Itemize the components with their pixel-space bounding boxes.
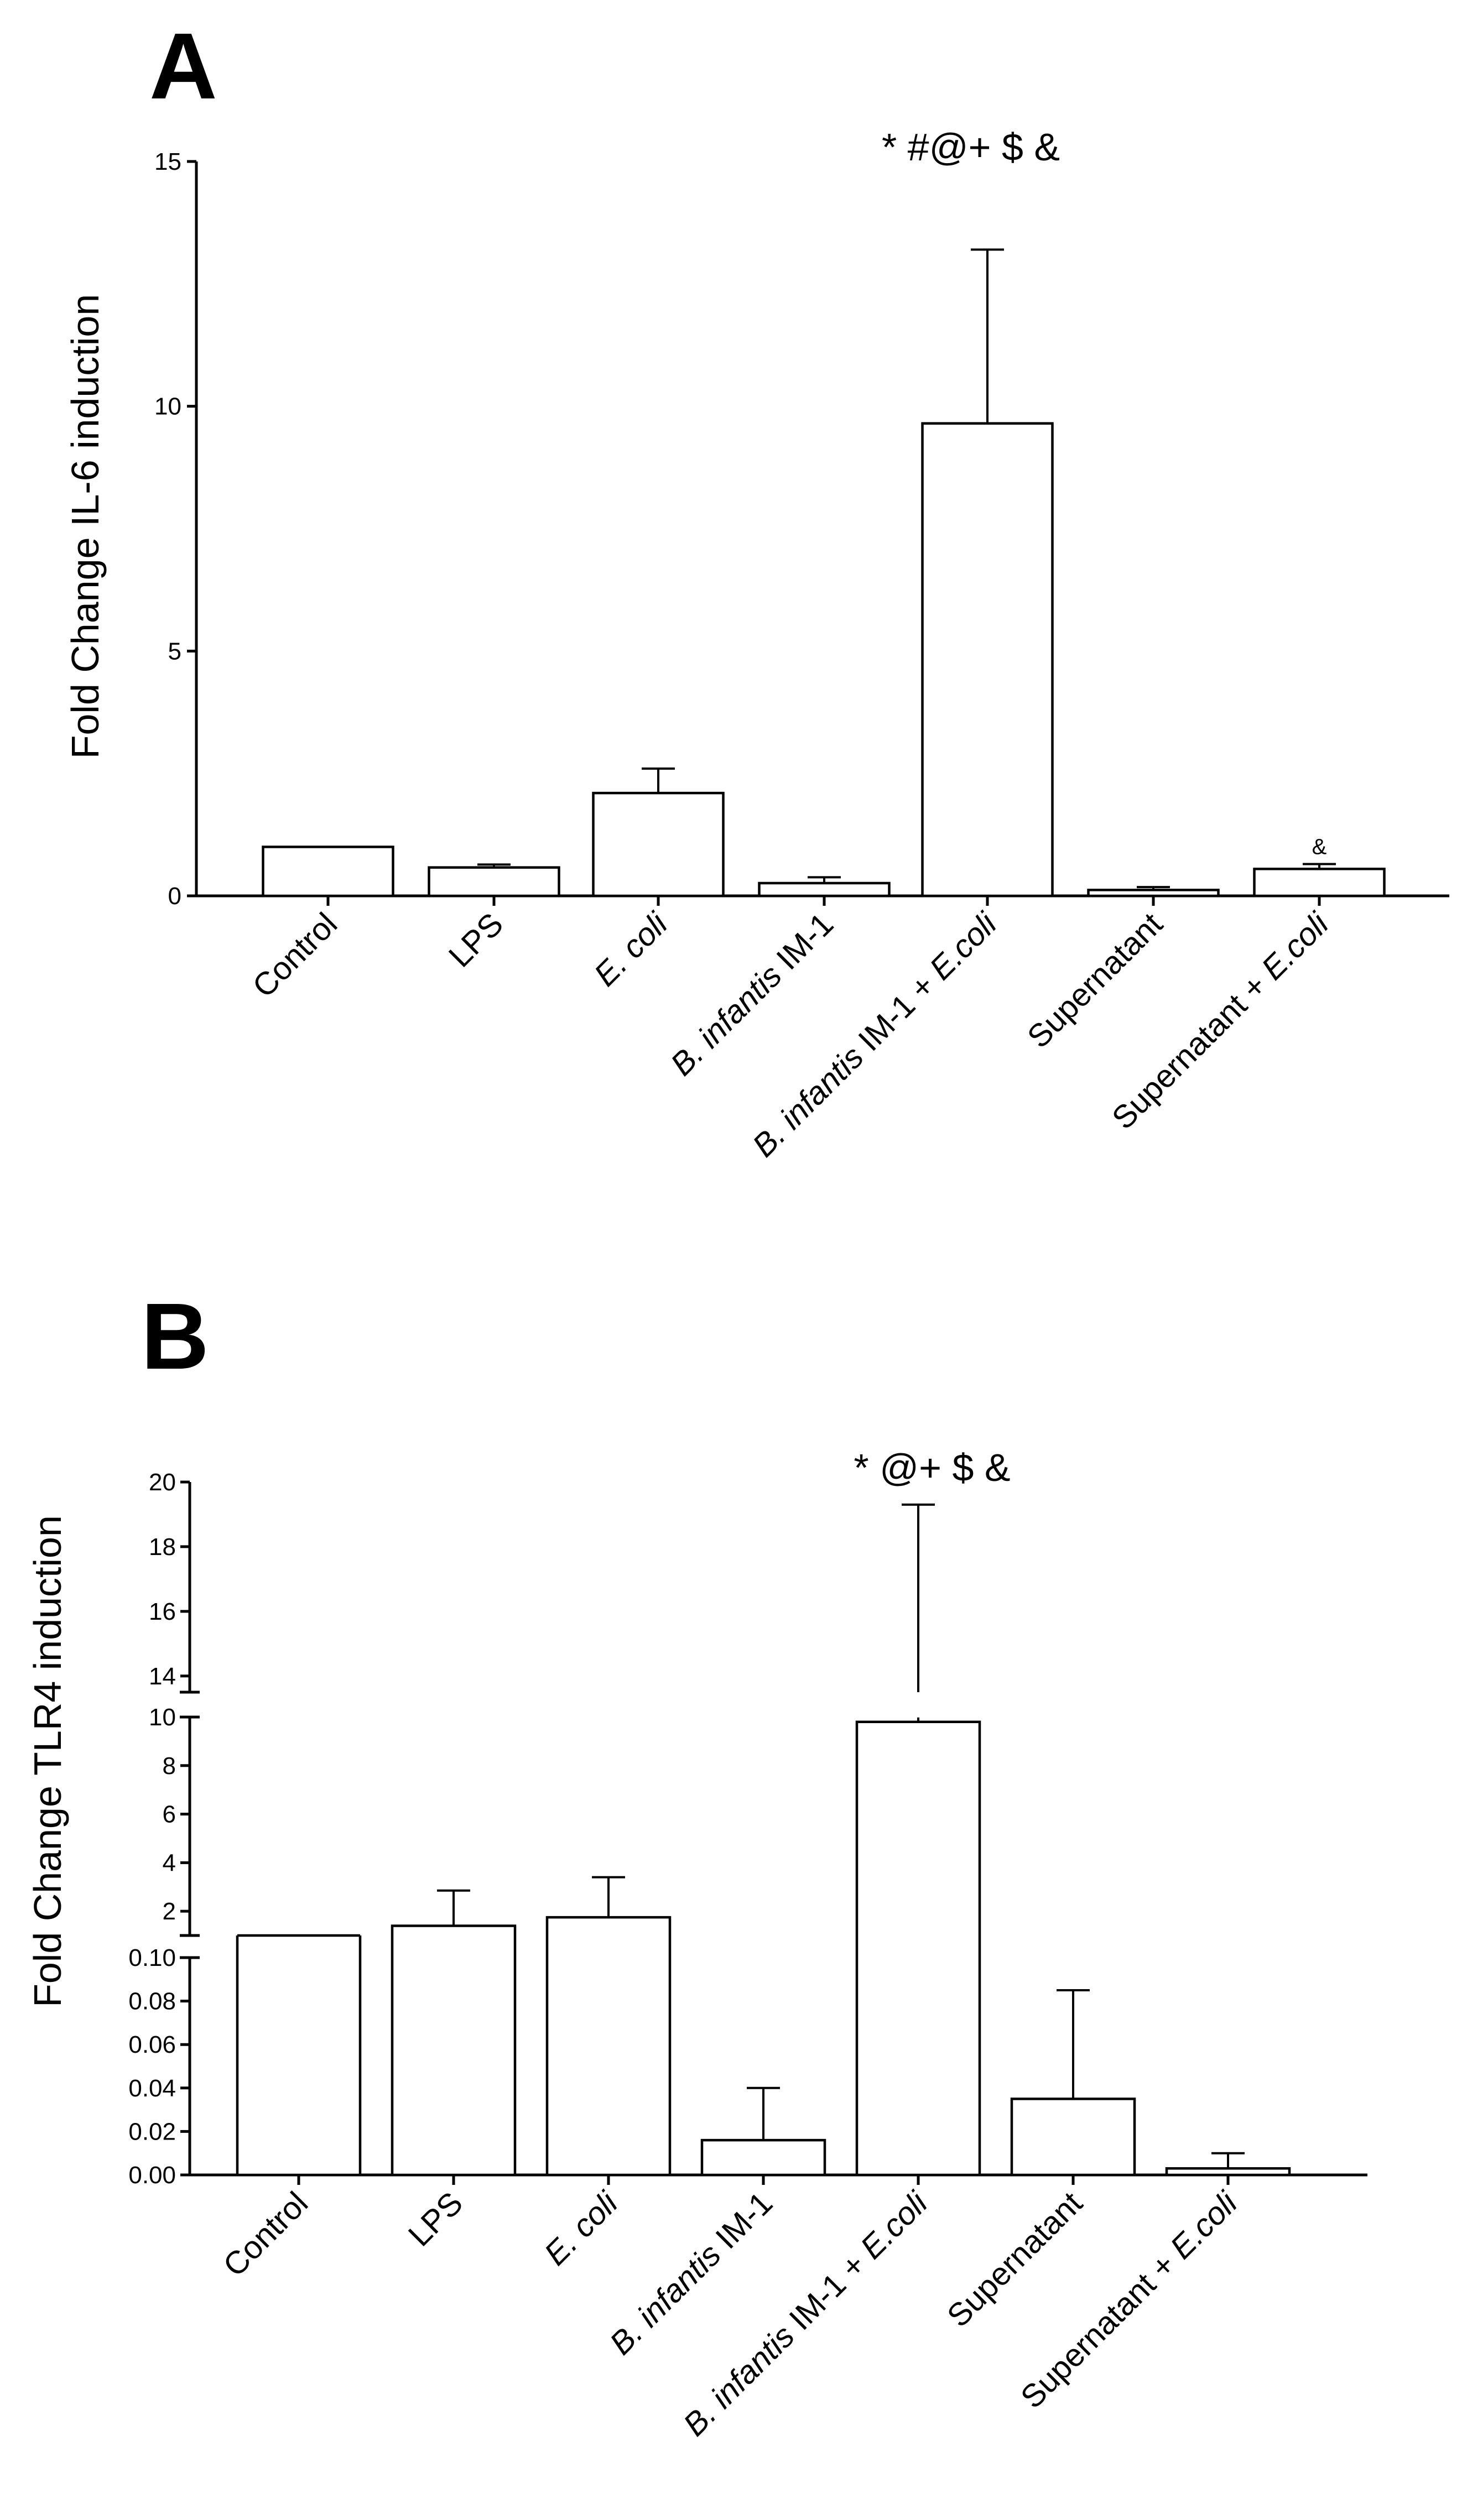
panel-b-y-tick-label: 18 bbox=[149, 1533, 176, 1561]
panel-b-bar-lower bbox=[236, 1935, 362, 2177]
panel-a-y-tick-label: 15 bbox=[154, 148, 181, 175]
panel-b-y-tick-label: 0.04 bbox=[128, 2075, 176, 2102]
panel-b-bar-upper bbox=[545, 1916, 672, 1935]
panel-b-significance-marks: * @+ $ & bbox=[854, 1446, 1010, 1489]
panel-a-y-ticks: 0 5 10 15 bbox=[154, 148, 196, 910]
panel-b-y-tick-label: 4 bbox=[163, 1849, 176, 1876]
panel-a-category-label: B. infantis IM-1 bbox=[664, 906, 840, 1082]
panel-b-category-label: Control bbox=[216, 2185, 315, 2283]
panel-b-y-tick-label: 8 bbox=[163, 1752, 176, 1780]
panel-b-bar-lower bbox=[391, 1935, 517, 2177]
panel-b-category-label: Supernatant bbox=[940, 2185, 1089, 2334]
panel-b-category-label: LPS bbox=[402, 2185, 470, 2253]
panel-b: B Fold Change TLR4 induction * @+ $ & 0.… bbox=[26, 1284, 1367, 2443]
panel-a-bar bbox=[1087, 889, 1220, 898]
panel-b-bar bbox=[700, 2138, 826, 2177]
panel-b-bar-lower bbox=[855, 1935, 981, 2177]
panel-b-y-tick-label: 0.00 bbox=[128, 2162, 176, 2189]
panel-b-bars bbox=[236, 1503, 1291, 2177]
panel-b-label: B bbox=[141, 1284, 209, 1389]
panel-b-category-label: E. coli bbox=[538, 2184, 626, 2272]
panel-b-y-ticks: 0.00 0.02 0.04 0.06 0.08 0.10 2 4 6 8 10 14 16 18 20 bbox=[128, 1469, 190, 2189]
panel-b-y-tick-label: 6 bbox=[163, 1801, 176, 1828]
panel-b-y-tick-label: 10 bbox=[149, 1704, 176, 1731]
panel-b-bar-upper bbox=[391, 1924, 517, 1935]
panel-a-bars: & bbox=[262, 248, 1386, 898]
panel-b-bar bbox=[1165, 2167, 1291, 2177]
panel-a-category-label: LPS bbox=[442, 906, 510, 974]
panel-a-bar-annotation: & bbox=[1312, 834, 1327, 859]
panel-b-category-label: B. infantis IM-1 + E.coli bbox=[677, 2184, 935, 2443]
panel-b-y-tick-label: 0.02 bbox=[128, 2118, 176, 2145]
panel-a-bar bbox=[1253, 868, 1386, 898]
panel-a-bar bbox=[428, 866, 560, 898]
panel-a-category-label: E. coli bbox=[587, 905, 675, 993]
panel-a-bar bbox=[592, 791, 725, 898]
panel-a-category-label: Supernatant bbox=[1021, 906, 1169, 1055]
panel-b-bar bbox=[1010, 2098, 1136, 2177]
panel-b-bar-lower bbox=[545, 1935, 672, 2177]
panel-a-y-tick-label: 5 bbox=[168, 638, 181, 665]
panel-a-label: A bbox=[149, 14, 217, 119]
panel-a-category-label: Control bbox=[246, 906, 344, 1004]
panel-a-y-tick-label: 0 bbox=[168, 883, 181, 910]
panel-a-y-axis-title: Fold Change IL-6 induction bbox=[64, 294, 107, 759]
panel-b-y-axis-title: Fold Change TLR4 induction bbox=[26, 1515, 69, 2007]
panel-a-bar bbox=[921, 422, 1054, 898]
panel-a-bar bbox=[262, 846, 394, 898]
panel-b-y-tick-label: 20 bbox=[149, 1469, 176, 1496]
panel-b-y-tick-label: 0.08 bbox=[128, 1988, 176, 2015]
panel-a-bar bbox=[758, 881, 891, 898]
panel-b-y-tick-label: 0.10 bbox=[128, 1944, 176, 1971]
panel-a: A Fold Change IL-6 induction * #@+ $ & 0… bbox=[64, 14, 1449, 1164]
panel-b-y-tick-label: 0.06 bbox=[128, 2031, 176, 2058]
panel-b-y-tick-label: 14 bbox=[149, 1663, 176, 1690]
panel-b-bar-upper bbox=[855, 1720, 981, 1935]
panel-b-y-tick-label: 16 bbox=[149, 1598, 176, 1625]
panel-b-category-label: B. infantis IM-1 bbox=[603, 2185, 779, 2361]
panel-a-y-tick-label: 10 bbox=[154, 393, 181, 420]
panel-b-y-tick-label: 2 bbox=[163, 1898, 176, 1925]
panel-a-significance-marks: * #@+ $ & bbox=[882, 126, 1060, 169]
